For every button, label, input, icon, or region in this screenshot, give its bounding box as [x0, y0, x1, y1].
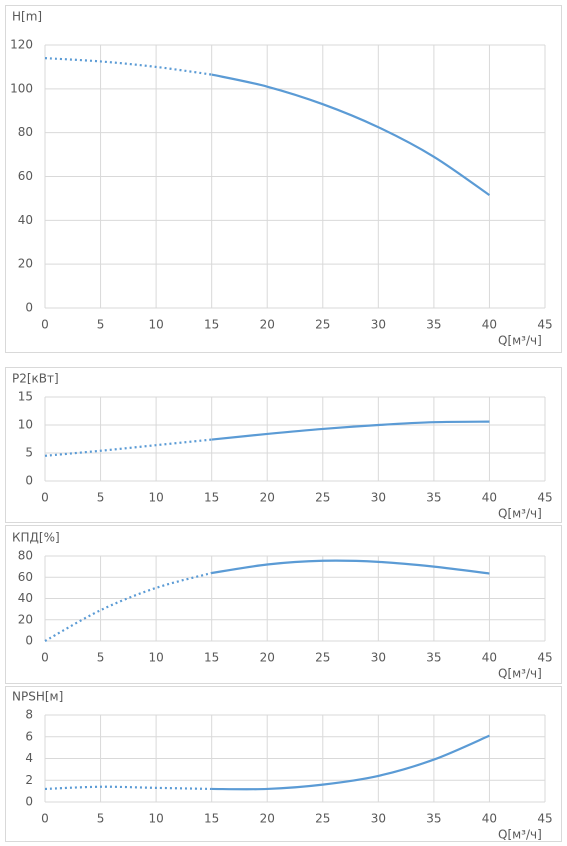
x-tick-label: 0	[41, 651, 49, 665]
y-tick-label: 4	[25, 751, 33, 765]
x-tick-label: 25	[315, 651, 330, 665]
x-tick-label: 20	[260, 491, 275, 505]
x-tick-label: 15	[204, 812, 219, 826]
x-tick-label: 25	[315, 812, 330, 826]
chart-frame	[5, 367, 562, 523]
x-tick-label: 10	[148, 318, 163, 332]
curve	[211, 559, 490, 575]
x-tick-label: 30	[371, 491, 386, 505]
y-tick-label: 60	[18, 570, 33, 584]
y-tick-label: 2	[25, 773, 33, 787]
y-tick-label: 40	[18, 213, 33, 227]
x-tick-label: 0	[41, 491, 49, 505]
x-tick-label: 40	[482, 812, 497, 826]
chart-frame	[5, 525, 562, 684]
y-axis-label: NPSH[м]	[12, 690, 63, 704]
x-tick-label: 5	[97, 812, 105, 826]
x-tick-label: 5	[97, 651, 105, 665]
x-axis-label: Q[м³/ч]	[498, 334, 542, 348]
x-tick-label: 40	[482, 651, 497, 665]
curve	[211, 420, 490, 441]
x-tick-label: 30	[371, 318, 386, 332]
x-tick-label: 40	[482, 318, 497, 332]
x-tick-label: 45	[537, 318, 552, 332]
y-tick-label: 6	[25, 729, 33, 743]
x-tick-label: 45	[537, 491, 552, 505]
x-tick-label: 35	[426, 318, 441, 332]
x-tick-label: 35	[426, 812, 441, 826]
y-tick-label: 10	[18, 418, 33, 432]
x-tick-label: 20	[260, 812, 275, 826]
x-tick-label: 10	[148, 812, 163, 826]
x-axis-label: Q[м³/ч]	[498, 507, 542, 521]
x-tick-label: 20	[260, 318, 275, 332]
y-tick-label: 60	[18, 169, 33, 183]
x-tick-label: 15	[204, 491, 219, 505]
x-tick-label: 30	[371, 812, 386, 826]
x-tick-label: 25	[315, 491, 330, 505]
x-tick-label: 0	[41, 812, 49, 826]
x-tick-label: 5	[97, 318, 105, 332]
y-tick-label: 15	[18, 390, 33, 404]
y-tick-label: 120	[10, 38, 33, 52]
x-tick-label: 10	[148, 651, 163, 665]
y-tick-label: 80	[18, 549, 33, 563]
y-tick-label: 8	[25, 708, 33, 722]
curve	[211, 734, 490, 791]
y-tick-label: 20	[18, 257, 33, 271]
x-tick-label: 20	[260, 651, 275, 665]
x-tick-label: 25	[315, 318, 330, 332]
x-axis-label: Q[м³/ч]	[498, 667, 542, 681]
y-tick-label: 20	[18, 612, 33, 626]
x-tick-label: 40	[482, 491, 497, 505]
x-tick-label: 5	[97, 491, 105, 505]
chart-frame	[5, 686, 562, 842]
y-tick-label: 0	[25, 634, 33, 648]
x-tick-label: 15	[204, 318, 219, 332]
y-tick-label: 100	[10, 81, 33, 95]
y-tick-label: 0	[25, 301, 33, 315]
y-tick-label: 0	[25, 474, 33, 488]
x-axis-label: Q[м³/ч]	[498, 828, 542, 842]
x-tick-label: 35	[426, 491, 441, 505]
x-tick-label: 10	[148, 491, 163, 505]
x-tick-label: 45	[537, 812, 552, 826]
y-axis-label: H[m]	[12, 10, 42, 24]
y-axis-label: P2[кВт]	[12, 372, 59, 386]
y-tick-label: 5	[25, 446, 33, 460]
y-tick-label: 80	[18, 125, 33, 139]
curve	[211, 73, 491, 197]
y-axis-label: КПД[%]	[12, 531, 60, 545]
curve-dotted	[44, 571, 212, 642]
y-tick-label: 40	[18, 591, 33, 605]
x-tick-label: 35	[426, 651, 441, 665]
x-tick-label: 45	[537, 651, 552, 665]
chart-frame	[5, 5, 562, 353]
x-tick-label: 0	[41, 318, 49, 332]
x-tick-label: 15	[204, 651, 219, 665]
x-tick-label: 30	[371, 651, 386, 665]
y-tick-label: 0	[25, 795, 33, 809]
